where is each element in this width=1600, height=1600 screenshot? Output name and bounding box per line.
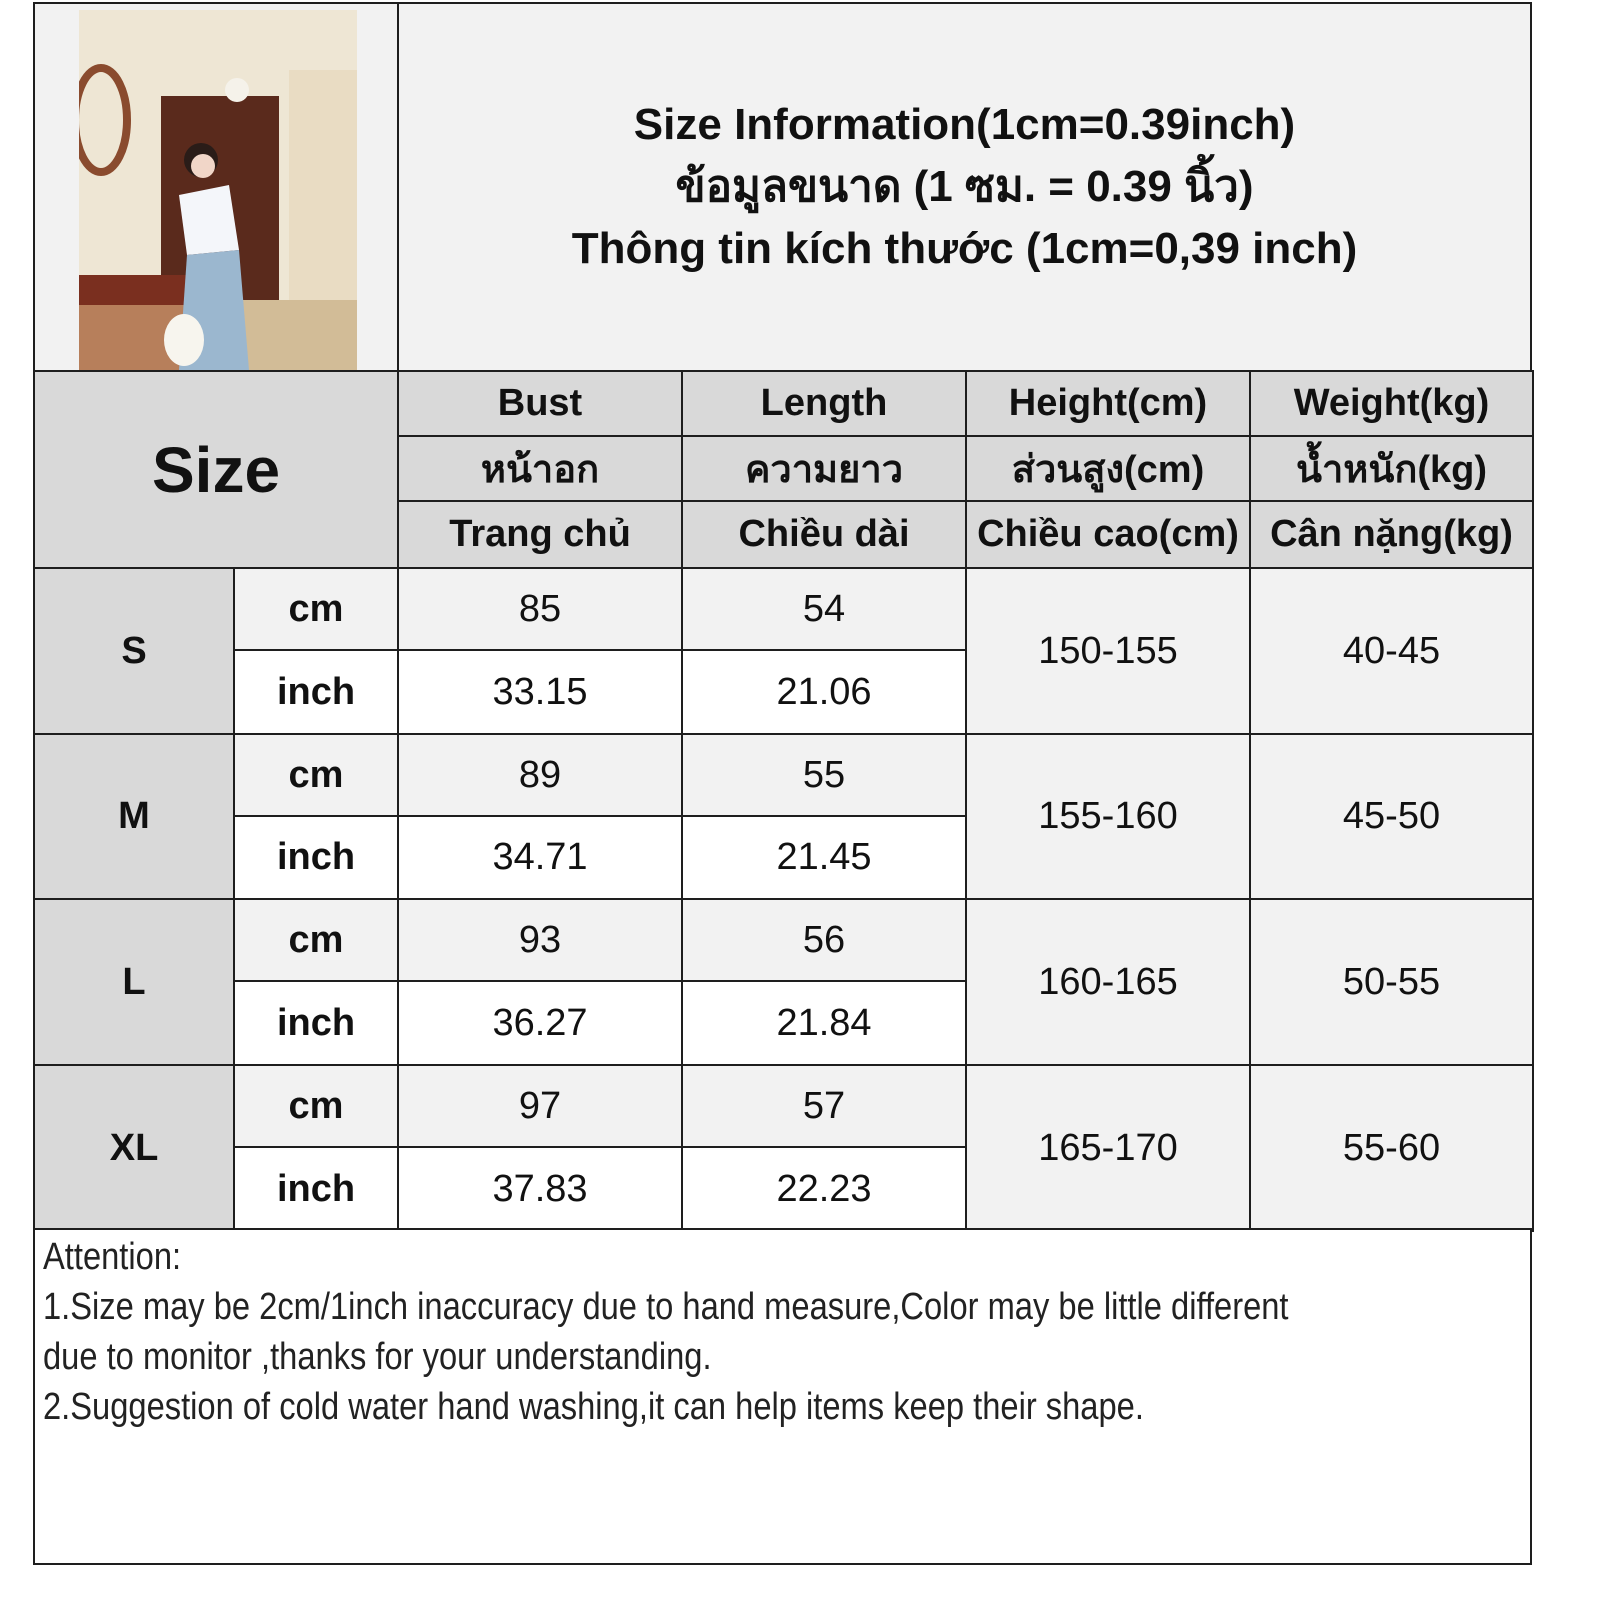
column-header-vi: Chiều dài: [681, 500, 967, 569]
bust-inch: 33.15: [397, 649, 683, 735]
length-cm: 55: [681, 733, 967, 817]
note-line-3: 2.Suggestion of cold water hand washing,…: [43, 1386, 1144, 1428]
length-cm: 54: [681, 567, 967, 651]
attention-notes: Attention: 1.Size may be 2cm/1inch inacc…: [33, 1228, 1532, 1565]
unit-inch: inch: [233, 980, 399, 1066]
bust-inch: 37.83: [397, 1146, 683, 1232]
size-label: XL: [33, 1064, 235, 1232]
note-line-1: 1.Size may be 2cm/1inch inaccuracy due t…: [43, 1286, 1289, 1328]
product-photo-cell: [33, 2, 399, 372]
unit-cm: cm: [233, 1064, 399, 1148]
column-header-en: Bust: [397, 370, 683, 437]
size-header: Size: [33, 370, 399, 569]
weight-range: 45-50: [1249, 733, 1534, 900]
column-header-vi: Cân nặng(kg): [1249, 500, 1534, 569]
title-vietnamese: Thông tin kích thước (1cm=0,39 inch): [571, 224, 1358, 273]
column-header-en: Height(cm): [965, 370, 1251, 437]
size-label: L: [33, 898, 235, 1066]
column-header-th: ความยาว: [681, 435, 967, 502]
bust-cm: 97: [397, 1064, 683, 1148]
notes-heading: Attention:: [43, 1236, 182, 1278]
unit-inch: inch: [233, 649, 399, 735]
product-photo: [79, 10, 357, 370]
column-header-th: หน้าอก: [397, 435, 683, 502]
unit-cm: cm: [233, 567, 399, 651]
length-inch: 21.06: [681, 649, 967, 735]
length-inch: 21.45: [681, 815, 967, 900]
title-block: Size Information(1cm=0.39inch) ข้อมูลขนา…: [397, 2, 1532, 372]
weight-range: 40-45: [1249, 567, 1534, 735]
length-cm: 56: [681, 898, 967, 982]
length-cm: 57: [681, 1064, 967, 1148]
column-header-en: Length: [681, 370, 967, 437]
size-label: S: [33, 567, 235, 735]
unit-inch: inch: [233, 1146, 399, 1232]
title-english: Size Information(1cm=0.39inch): [633, 100, 1296, 149]
title-thai: ข้อมูลขนาด (1 ซม. = 0.39 นิ้ว): [675, 162, 1254, 211]
height-range: 155-160: [965, 733, 1251, 900]
column-header-th: น้ำหนัก(kg): [1249, 435, 1534, 502]
length-inch: 21.84: [681, 980, 967, 1066]
unit-cm: cm: [233, 898, 399, 982]
bust-inch: 36.27: [397, 980, 683, 1066]
column-header-th: ส่วนสูง(cm): [965, 435, 1251, 502]
weight-range: 55-60: [1249, 1064, 1534, 1232]
column-header-vi: Trang chủ: [397, 500, 683, 569]
bust-cm: 85: [397, 567, 683, 651]
size-label: M: [33, 733, 235, 900]
height-range: 160-165: [965, 898, 1251, 1066]
bust-cm: 89: [397, 733, 683, 817]
height-range: 165-170: [965, 1064, 1251, 1232]
unit-cm: cm: [233, 733, 399, 817]
length-inch: 22.23: [681, 1146, 967, 1232]
weight-range: 50-55: [1249, 898, 1534, 1066]
height-range: 150-155: [965, 567, 1251, 735]
column-header-en: Weight(kg): [1249, 370, 1534, 437]
unit-inch: inch: [233, 815, 399, 900]
note-line-2: due to monitor ,thanks for your understa…: [43, 1336, 712, 1378]
bust-inch: 34.71: [397, 815, 683, 900]
bust-cm: 93: [397, 898, 683, 982]
column-header-vi: Chiều cao(cm): [965, 500, 1251, 569]
